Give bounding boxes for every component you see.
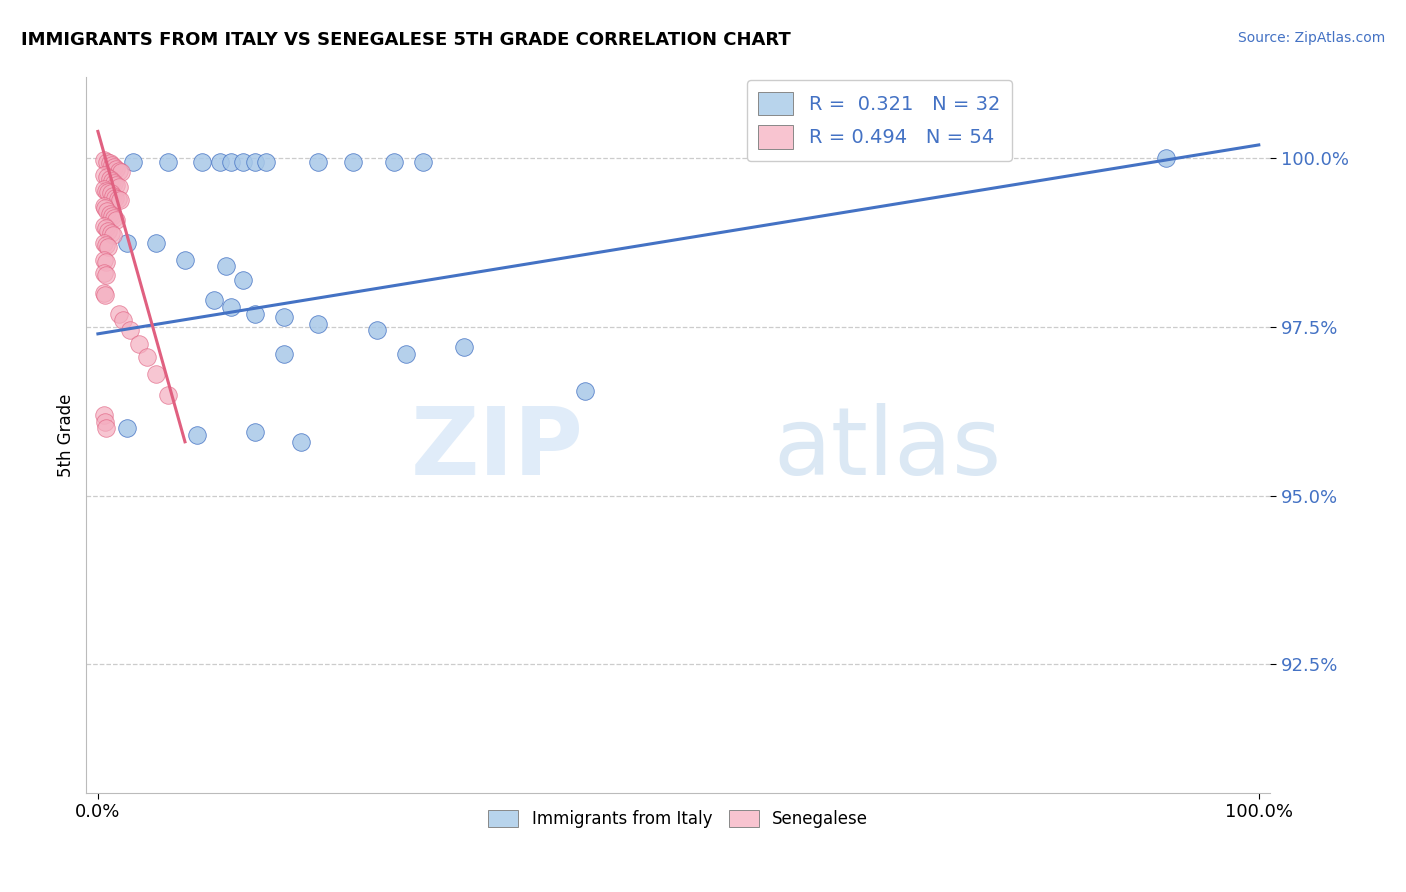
Point bbox=[208, 154, 231, 169]
Point bbox=[93, 168, 115, 182]
Point bbox=[94, 254, 117, 268]
Point bbox=[394, 347, 416, 361]
Point bbox=[93, 182, 115, 196]
Text: ZIP: ZIP bbox=[411, 403, 583, 495]
Point bbox=[93, 199, 115, 213]
Text: IMMIGRANTS FROM ITALY VS SENEGALESE 5TH GRADE CORRELATION CHART: IMMIGRANTS FROM ITALY VS SENEGALESE 5TH … bbox=[21, 31, 790, 49]
Point bbox=[243, 425, 266, 439]
Point bbox=[93, 286, 115, 301]
Point bbox=[94, 415, 117, 429]
Y-axis label: 5th Grade: 5th Grade bbox=[58, 393, 75, 476]
Point bbox=[100, 226, 122, 240]
Point bbox=[366, 323, 388, 337]
Point bbox=[273, 347, 295, 361]
Point bbox=[97, 185, 120, 199]
Point bbox=[342, 154, 364, 169]
Point bbox=[97, 240, 120, 254]
Point bbox=[574, 384, 596, 399]
Point bbox=[156, 154, 179, 169]
Point bbox=[96, 154, 118, 169]
Point bbox=[98, 207, 121, 221]
Point bbox=[453, 340, 475, 354]
Point bbox=[1154, 152, 1177, 166]
Point bbox=[93, 153, 115, 167]
Point bbox=[107, 192, 129, 206]
Point bbox=[290, 434, 312, 449]
Point bbox=[120, 323, 142, 337]
Point bbox=[412, 154, 434, 169]
Point bbox=[105, 161, 128, 176]
Point bbox=[96, 170, 118, 185]
Point bbox=[135, 351, 157, 365]
Point bbox=[97, 224, 120, 238]
Point bbox=[94, 184, 117, 198]
Point bbox=[121, 154, 143, 169]
Point bbox=[93, 219, 115, 233]
Point bbox=[105, 178, 128, 193]
Point bbox=[94, 201, 117, 215]
Point bbox=[186, 428, 208, 442]
Point bbox=[104, 190, 127, 204]
Text: atlas: atlas bbox=[773, 403, 1001, 495]
Point bbox=[94, 421, 117, 435]
Legend: Immigrants from Italy, Senegalese: Immigrants from Italy, Senegalese bbox=[482, 803, 875, 834]
Point bbox=[243, 307, 266, 321]
Point bbox=[115, 235, 138, 250]
Point bbox=[221, 300, 243, 314]
Point bbox=[101, 158, 124, 172]
Point bbox=[98, 156, 121, 170]
Point bbox=[93, 252, 115, 267]
Point bbox=[94, 237, 117, 252]
Point bbox=[101, 174, 124, 188]
Point bbox=[103, 176, 125, 190]
Point bbox=[100, 186, 122, 201]
Point bbox=[254, 154, 277, 169]
Point bbox=[101, 188, 124, 202]
Point bbox=[107, 179, 129, 194]
Point bbox=[107, 307, 129, 321]
Point bbox=[93, 266, 115, 280]
Point bbox=[221, 154, 243, 169]
Point bbox=[105, 213, 128, 227]
Point bbox=[145, 368, 167, 382]
Point bbox=[232, 273, 254, 287]
Point bbox=[156, 387, 179, 401]
Point bbox=[101, 209, 124, 223]
Text: Source: ZipAtlas.com: Source: ZipAtlas.com bbox=[1237, 31, 1385, 45]
Point bbox=[128, 337, 150, 351]
Point bbox=[96, 204, 118, 219]
Point bbox=[191, 154, 214, 169]
Point bbox=[243, 154, 266, 169]
Point bbox=[174, 252, 197, 267]
Point bbox=[101, 227, 124, 242]
Point bbox=[115, 421, 138, 435]
Point bbox=[308, 154, 330, 169]
Point bbox=[98, 171, 121, 186]
Point bbox=[107, 163, 129, 178]
Point bbox=[214, 260, 236, 274]
Point bbox=[103, 211, 125, 225]
Point bbox=[94, 220, 117, 235]
Point bbox=[93, 235, 115, 250]
Point bbox=[94, 268, 117, 282]
Point bbox=[93, 408, 115, 422]
Point bbox=[145, 235, 167, 250]
Point bbox=[94, 288, 117, 302]
Point bbox=[112, 313, 135, 327]
Point bbox=[108, 193, 131, 207]
Point bbox=[110, 165, 132, 179]
Point bbox=[382, 154, 405, 169]
Point bbox=[103, 160, 125, 174]
Point bbox=[232, 154, 254, 169]
Point bbox=[202, 293, 225, 307]
Point bbox=[273, 310, 295, 324]
Point bbox=[308, 317, 330, 331]
